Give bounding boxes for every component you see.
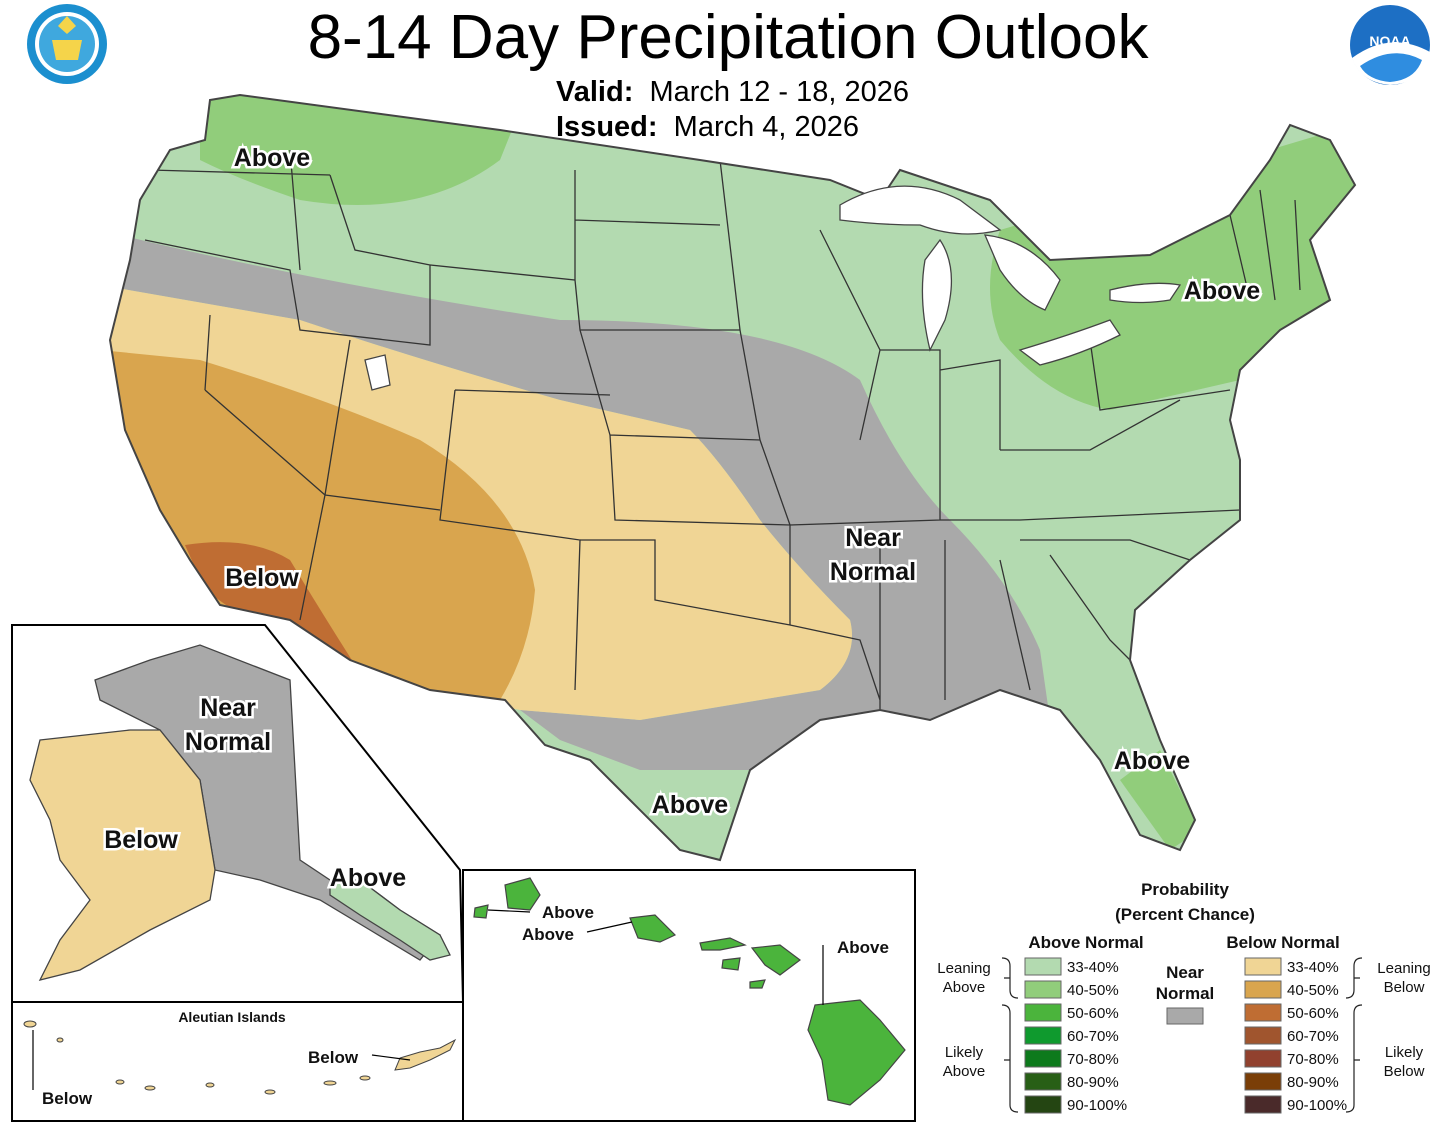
- legend-title-2: (Percent Chance): [1115, 905, 1255, 924]
- label-aleut-below-west: Below: [42, 1089, 93, 1108]
- legend-below-swatch-0: [1244, 957, 1282, 976]
- legend-likely-above-2: Above: [943, 1063, 986, 1080]
- legend-below-range-2: 50-60%: [1287, 1005, 1339, 1022]
- label-tx-above: Above: [652, 791, 729, 819]
- legend-below-swatch-1: [1244, 980, 1282, 999]
- legend-near-head-1: Near: [1166, 963, 1204, 982]
- legend-above-swatch-2: [1024, 1003, 1062, 1022]
- legend-likely-below-2: Below: [1384, 1063, 1425, 1080]
- legend-below-swatch-3: [1244, 1026, 1282, 1045]
- legend-near-swatch: [1166, 1007, 1204, 1025]
- legend-above-swatch-1: [1024, 980, 1062, 999]
- legend-near-head-2: Normal: [1156, 984, 1215, 1003]
- valid-line: Valid: March 12 - 18, 2026: [556, 76, 909, 109]
- aleutian-inset: Aleutian Islands Below Below: [11, 1001, 464, 1122]
- great-lakes: [364, 185, 1182, 391]
- legend-below-head: Below Normal: [1226, 933, 1339, 952]
- legend: Probability (Percent Chance) Above Norma…: [937, 880, 1430, 1114]
- legend-above-range-3: 60-70%: [1067, 1028, 1119, 1045]
- commerce-seal-icon: [27, 4, 107, 84]
- legend-below-range-0: 33-40%: [1287, 959, 1339, 976]
- legend-likely-above-1: Likely: [945, 1044, 984, 1061]
- legend-above-swatch-3: [1024, 1026, 1062, 1045]
- legend-title-1: Probability: [1141, 880, 1229, 899]
- label-ak-above: Above: [330, 864, 407, 892]
- aleutian-title: Aleutian Islands: [178, 1009, 286, 1025]
- label-hi-big-island: Above: [837, 938, 889, 957]
- label-sw-below: Below: [225, 564, 299, 592]
- legend-above-range-6: 90-100%: [1067, 1097, 1127, 1114]
- label-fl-above: Above: [1114, 747, 1191, 775]
- legend-above-swatch-5: [1024, 1072, 1062, 1091]
- legend-below-swatch-6: [1244, 1095, 1282, 1114]
- legend-above-swatch-4: [1024, 1049, 1062, 1068]
- legend-above-range-4: 70-80%: [1067, 1051, 1119, 1068]
- issued-label: Issued:: [556, 111, 658, 143]
- legend-leaning-below-1: Leaning: [1377, 960, 1430, 977]
- label-ne-above: Above: [1184, 277, 1261, 305]
- legend-above-range-2: 50-60%: [1067, 1005, 1119, 1022]
- alaska-below: [29, 729, 216, 981]
- issued-date: March 4, 2026: [673, 111, 860, 143]
- hawaii-inset: Above Above Above: [462, 869, 916, 1122]
- fl-above-40-50: [1120, 750, 1200, 850]
- legend-below-range-4: 70-80%: [1287, 1051, 1339, 1068]
- legend-above-range-0: 33-40%: [1067, 959, 1119, 976]
- label-ak-normal: Normal: [185, 728, 271, 756]
- near-normal-band: [110, 230, 1050, 770]
- below-40-50: [110, 350, 535, 700]
- label-hi-oahu: Above: [522, 925, 574, 944]
- legend-below-range-1: 40-50%: [1287, 982, 1339, 999]
- legend-leaning-above-2: Above: [943, 979, 986, 996]
- legend-below-range-3: 60-70%: [1287, 1028, 1339, 1045]
- label-nw-above: Above: [234, 144, 311, 172]
- label-ak-below: Below: [104, 826, 178, 854]
- legend-above-swatch-0: [1024, 957, 1062, 976]
- valid-dates: March 12 - 18, 2026: [649, 76, 910, 108]
- legend-leaning-above-1: Leaning: [937, 960, 990, 977]
- label-normal: Normal: [830, 558, 916, 586]
- map-title: 8-14 Day Precipitation Outlook: [307, 3, 1149, 72]
- legend-leaning-below-2: Below: [1384, 979, 1425, 996]
- conus-map: [110, 95, 1355, 860]
- label-aleut-below-east: Below: [308, 1048, 359, 1067]
- valid-label: Valid:: [556, 76, 634, 108]
- alaska-inset: Near Normal Below Above: [11, 624, 465, 1003]
- label-hi-kauai: Above: [542, 903, 594, 922]
- legend-above-range-1: 40-50%: [1067, 982, 1119, 999]
- label-ak-near: Near: [200, 694, 256, 722]
- label-near: Near: [845, 524, 901, 552]
- noaa-logo-icon: NOAA: [1350, 5, 1430, 85]
- issued-line: Issued: March 4, 2026: [556, 111, 859, 144]
- legend-below-range-6: 90-100%: [1287, 1097, 1347, 1114]
- legend-below-swatch-4: [1244, 1049, 1282, 1068]
- alaska-above: [329, 879, 451, 961]
- legend-above-range-5: 80-90%: [1067, 1074, 1119, 1091]
- legend-below-swatch-5: [1244, 1072, 1282, 1091]
- legend-below-range-5: 80-90%: [1287, 1074, 1339, 1091]
- legend-likely-below-1: Likely: [1385, 1044, 1424, 1061]
- legend-below-swatch-2: [1244, 1003, 1282, 1022]
- noaa-logo-text: NOAA: [1369, 33, 1410, 49]
- legend-above-head: Above Normal: [1028, 933, 1143, 952]
- legend-above-swatch-6: [1024, 1095, 1062, 1114]
